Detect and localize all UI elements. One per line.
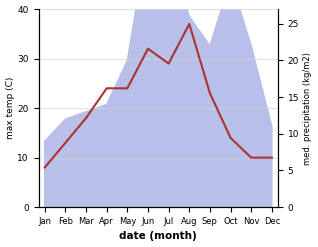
X-axis label: date (month): date (month) [120, 231, 197, 242]
Y-axis label: med. precipitation (kg/m2): med. precipitation (kg/m2) [303, 52, 313, 165]
Y-axis label: max temp (C): max temp (C) [5, 77, 15, 139]
